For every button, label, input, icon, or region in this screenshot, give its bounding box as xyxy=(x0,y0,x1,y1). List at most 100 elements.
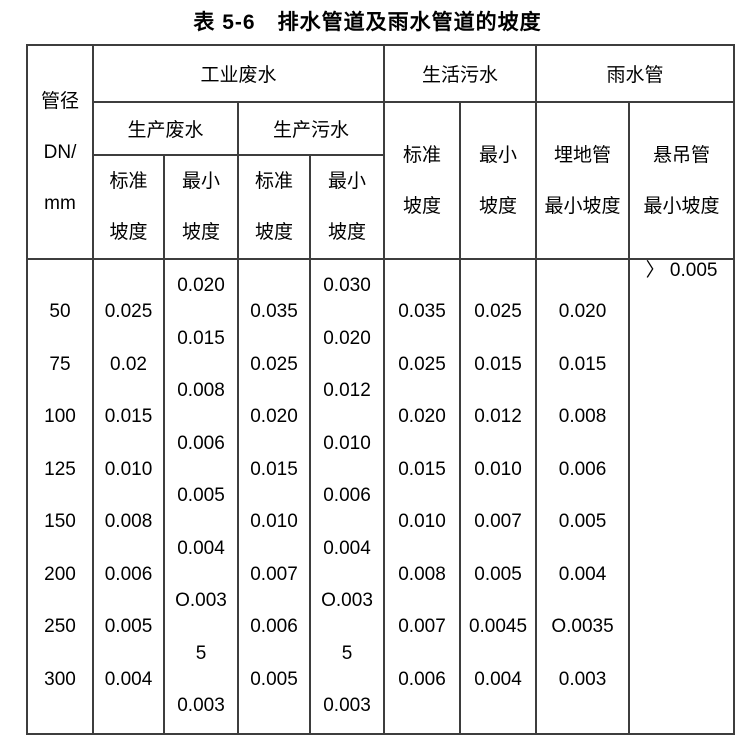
cell-value: 0.004 xyxy=(558,563,607,585)
column-industrial-waste-minimum: 0.020 0.015 0.008 0.006 0.005 0.004 O.003 5 0.00… xyxy=(163,258,239,735)
cell-value: 最小坡度 xyxy=(544,195,621,217)
cell-value: 5 xyxy=(341,642,353,664)
cell-value: 最小 xyxy=(181,171,220,192)
cell-value: 0.004 xyxy=(474,668,522,690)
cell-value: 0.008 xyxy=(177,380,225,401)
cell-value: 0.025 xyxy=(104,301,153,322)
cell-value: 0.010 xyxy=(250,511,298,532)
cell-value: 坡度 xyxy=(479,195,518,217)
cell-value: 0.006 xyxy=(104,563,153,585)
column-dn-values: 50 75 100 125 150 200 250 300 xyxy=(26,258,94,735)
cell-value: O.003 xyxy=(321,590,373,611)
cell-value: 100 xyxy=(44,406,76,427)
cell-value: 0.006 xyxy=(250,616,298,637)
header-rain-pipe: 雨水管 xyxy=(535,44,735,103)
header-production-wastewater: 生产废水 xyxy=(92,101,239,156)
cell-value: 0.025 xyxy=(250,353,298,375)
cell-value: 0.003 xyxy=(323,695,371,716)
cell-value: 250 xyxy=(44,616,76,637)
cell-value: 0.012 xyxy=(474,406,522,427)
cell-value: 0.004 xyxy=(104,668,153,690)
cell-value: 坡度 xyxy=(254,222,293,243)
pipe-diameter-lines: 管径 DN/mm xyxy=(28,46,92,258)
suspended-slope-value: 〉 0.005 xyxy=(645,260,718,281)
cell-value: 0.008 xyxy=(398,563,446,585)
header-buried-pipe-min-slope: 埋地管 最小坡度 xyxy=(535,101,631,260)
cell-value: 0.020 xyxy=(558,301,607,322)
cell-value: 0.008 xyxy=(104,511,153,532)
header-sewage-minimum-slope: 最小 坡度 xyxy=(308,154,386,260)
cell-value: 50 xyxy=(49,301,71,322)
column-industrial-sewage-standard: 0.035 0.025 0.020 0.015 0.010 0.007 0.006 0.005 xyxy=(237,258,311,735)
cell-value: 坡度 xyxy=(109,222,148,243)
cell-value: 0.035 xyxy=(398,301,446,322)
cell-value: O.003 xyxy=(175,590,227,611)
cell-value: 坡度 xyxy=(328,222,367,243)
cell-value: 0.005 xyxy=(177,485,225,506)
cell-value: 0.007 xyxy=(398,616,446,637)
header-domestic-minimum-slope: 最小 坡度 xyxy=(459,101,538,260)
header-sewage-standard-slope: 标准 坡度 xyxy=(237,154,311,260)
cell-value: 0.020 xyxy=(250,406,298,427)
cell-value: 75 xyxy=(49,353,71,375)
cell-value: 0.007 xyxy=(474,511,522,532)
cell-value: 0.015 xyxy=(250,458,298,480)
cell-value: 0.005 xyxy=(558,511,607,532)
cell-value: 0.008 xyxy=(558,406,607,427)
cell-value: 150 xyxy=(44,511,76,532)
cell-value: 0.025 xyxy=(474,301,522,322)
cell-value: 0.006 xyxy=(177,432,225,454)
cell-value: 标准 xyxy=(254,171,293,192)
cell-value: 0.020 xyxy=(323,327,371,349)
cell-value: 坡度 xyxy=(181,222,220,243)
cell-value: 标准 xyxy=(403,144,442,166)
cell-value: 0.007 xyxy=(250,563,298,585)
cell-value: 0.010 xyxy=(323,432,371,454)
cell-value: 5 xyxy=(195,642,207,664)
cell-value: 0.003 xyxy=(177,695,225,716)
cell-value: 200 xyxy=(44,563,76,585)
cell-value: 0.015 xyxy=(104,406,153,427)
cell-value: 最小坡度 xyxy=(643,195,720,217)
cell-value: 0.015 xyxy=(558,353,607,375)
cell-value: DN/ xyxy=(43,141,77,163)
cell-value: 0.02 xyxy=(110,353,147,375)
cell-value: 0.003 xyxy=(558,668,607,690)
cell-value: mm xyxy=(44,192,76,214)
header-domestic-standard-slope: 标准 坡度 xyxy=(383,101,462,260)
cell-value: 0.020 xyxy=(177,275,225,296)
cell-value: 0.015 xyxy=(474,353,522,375)
cell-value: 0.005 xyxy=(250,668,298,690)
header-waste-minimum-slope: 最小 坡度 xyxy=(163,154,239,260)
cell-value: 0.010 xyxy=(474,458,522,480)
cell-value: 埋地管 xyxy=(554,144,612,166)
cell-value: 0.030 xyxy=(323,275,371,296)
cell-value: 0.012 xyxy=(323,380,371,401)
column-industrial-waste-standard: 0.025 0.02 0.015 0.010 0.008 0.006 0.005 0.004 xyxy=(92,258,165,735)
slope-table: 管径 DN/mm 工业废水 生活污水 雨水管 生产废水 生产污水 标准 坡度 最小坡… xyxy=(26,44,735,735)
cell-value: 0.005 xyxy=(474,563,522,585)
header-industrial-wastewater: 工业废水 xyxy=(91,44,386,103)
cell-value: 0.004 xyxy=(177,537,225,559)
cell-value: 0.010 xyxy=(398,511,446,532)
cell-value: 125 xyxy=(44,458,76,480)
cell-value: 最小 xyxy=(479,144,518,166)
column-domestic-standard: 0.035 0.025 0.020 0.015 0.010 0.008 0.007 0.006 xyxy=(383,258,462,735)
cell-value: 0.020 xyxy=(398,406,446,427)
column-domestic-minimum: 0.025 0.015 0.012 0.010 0.007 0.005 0.0045 0.00… xyxy=(459,258,538,735)
header-suspended-pipe-min-slope: 悬吊管 最小坡度 xyxy=(628,101,735,260)
column-rain-buried-minimum: 0.020 0.015 0.008 0.006 0.005 0.004 O.0035 0.00… xyxy=(535,258,631,735)
header-waste-standard-slope: 标准 坡度 xyxy=(92,154,165,260)
cell-value: 最小 xyxy=(328,171,367,192)
cell-value: 0.015 xyxy=(177,327,225,349)
page-title: 表 5-6 排水管道及雨水管道的坡度 xyxy=(193,11,542,34)
header-domestic-sewage: 生活污水 xyxy=(383,44,538,103)
cell-value: 0.005 xyxy=(104,616,153,637)
cell-value: 0.004 xyxy=(323,537,371,559)
cell-value: 0.010 xyxy=(104,458,153,480)
cell-value: 悬吊管 xyxy=(653,144,711,166)
cell-value: 0.015 xyxy=(398,458,446,480)
column-industrial-sewage-minimum: 0.030 0.020 0.012 0.010 0.006 0.004 O.003 5 0.00… xyxy=(308,258,386,735)
header-production-sewage: 生产污水 xyxy=(236,101,386,156)
column-rain-suspended-minimum: 〉 0.005 xyxy=(628,258,735,735)
